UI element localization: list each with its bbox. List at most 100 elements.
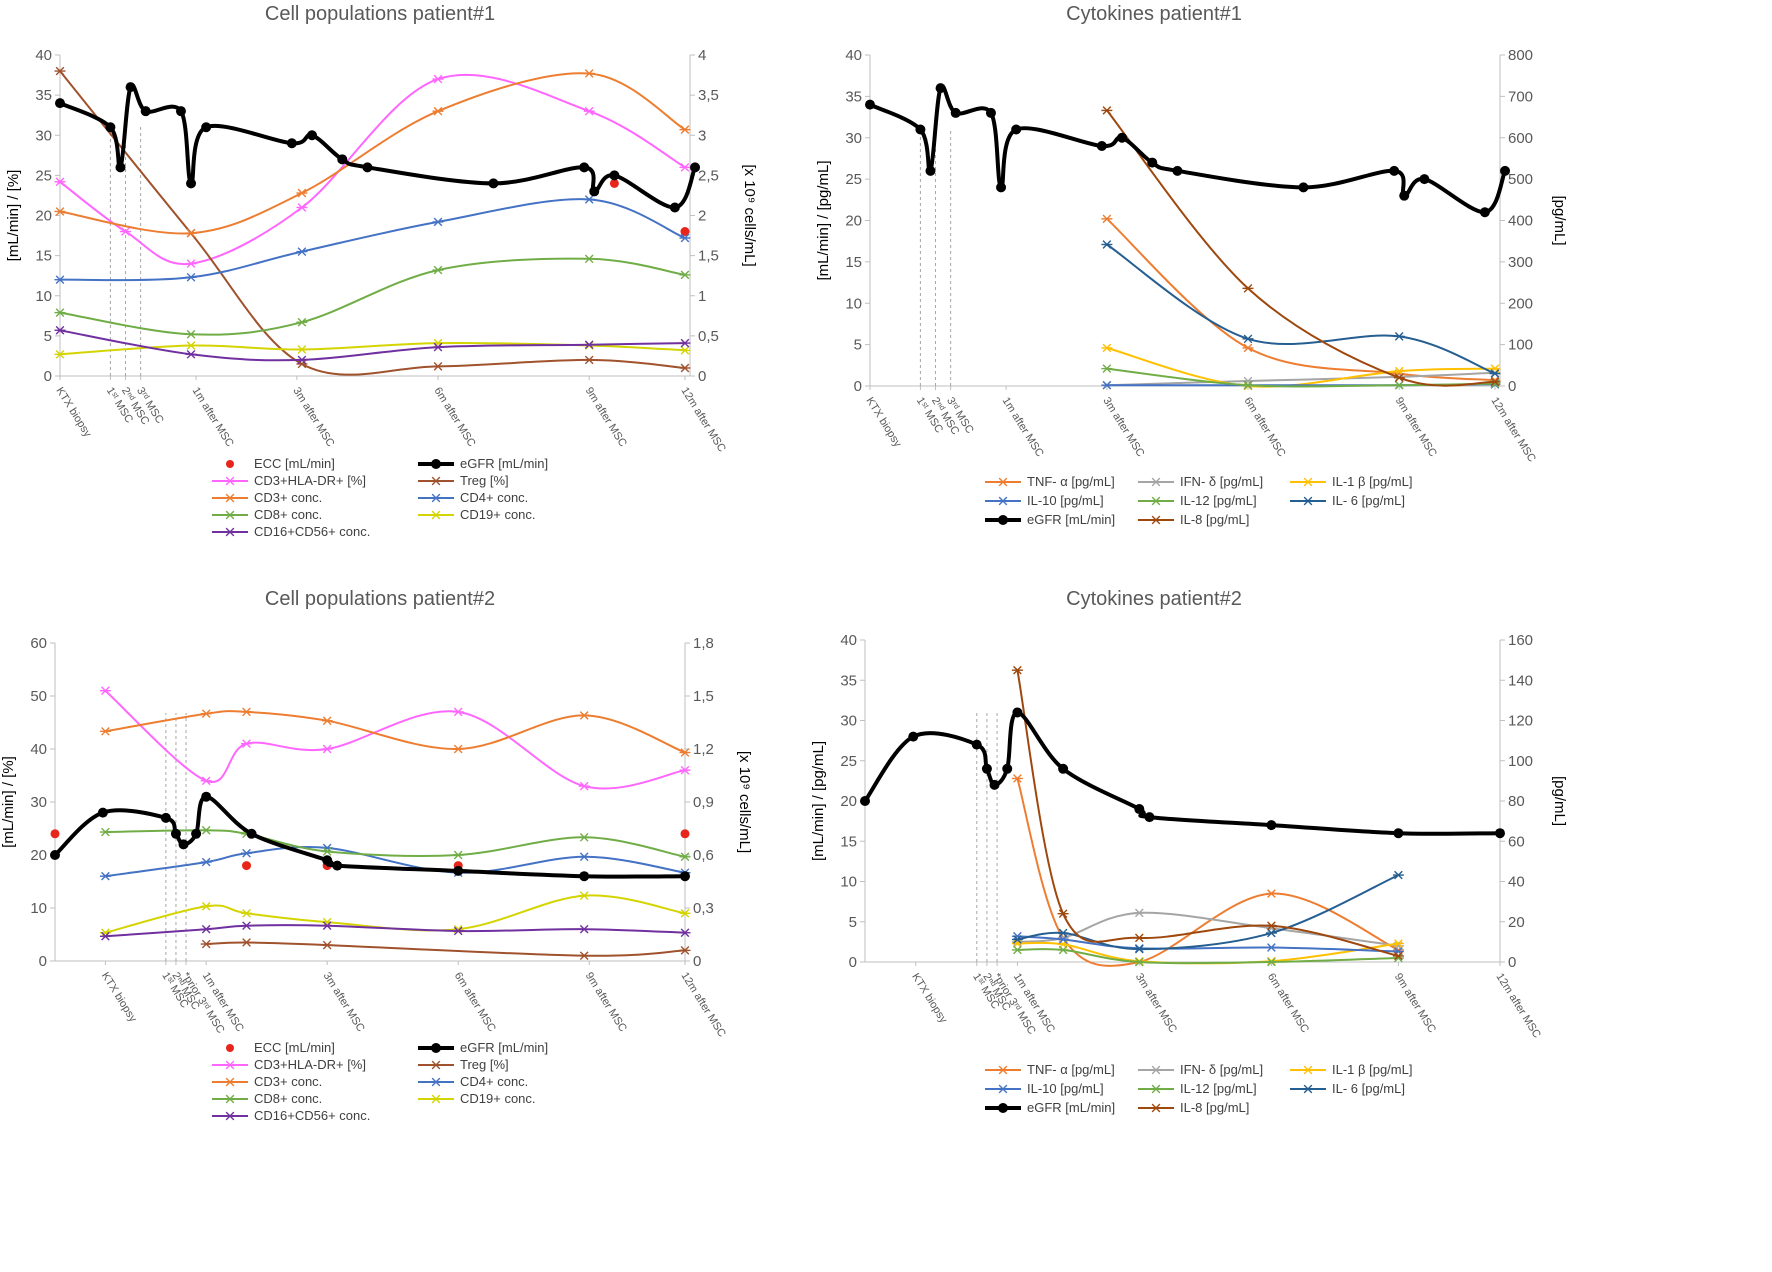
data-point [1011, 935, 1023, 944]
data-point [452, 707, 464, 717]
data-point [242, 861, 252, 871]
legend: TNF- α [pg/mL] IFN- δ [pg/mL] IL-1 β [pg/m… [985, 1062, 1412, 1115]
data-point [908, 731, 919, 742]
legend-item-cd19-conc: CD19+ conc. [418, 1091, 536, 1106]
data-point [1101, 343, 1113, 353]
y2-tick-label: 20 [1508, 914, 1525, 931]
y-tick-label: 30 [840, 713, 857, 730]
data-point [680, 829, 690, 839]
series-il-12-pg-ml [1011, 945, 1404, 967]
data-point [175, 106, 186, 117]
series-cd16-cd56-conc [54, 325, 691, 365]
y-tick-label: 0 [39, 953, 47, 970]
data-point [1242, 380, 1254, 390]
legend-swatch-marker [430, 1094, 442, 1104]
data-point [1133, 933, 1145, 943]
data-point [583, 355, 595, 365]
y-tick-label: 15 [845, 254, 862, 271]
legend-item-il-1-pg-ml: IL-1 β [pg/mL] [1290, 474, 1412, 489]
data-point [679, 233, 691, 243]
data-point [296, 247, 308, 256]
data-point [185, 329, 197, 339]
data-point [1266, 820, 1277, 831]
y2-tick-label: 0,9 [693, 794, 714, 811]
data-point [99, 827, 111, 837]
data-point [54, 308, 66, 317]
y2-tick-label: 60 [1508, 833, 1525, 850]
data-point [453, 865, 464, 876]
legend-swatch-marker [430, 1060, 442, 1070]
legend-swatch-marker [997, 477, 1009, 487]
y2-tick-label: 1,5 [693, 688, 714, 705]
data-point [307, 130, 317, 141]
data-point [321, 847, 333, 856]
series-il-8-pg-ml [1011, 665, 1404, 961]
x-tick-label: 6m after MSC [1265, 971, 1311, 1035]
y-tick-label: 40 [35, 47, 52, 64]
data-point [1265, 943, 1277, 952]
data-point [160, 812, 171, 823]
legend-swatch-marker [224, 1077, 236, 1087]
x-tick-label: 9m after MSC [583, 970, 629, 1034]
data-point [579, 871, 590, 882]
y-tick-label: 20 [840, 793, 857, 810]
data-point [589, 186, 600, 197]
data-point [1101, 364, 1113, 373]
data-point [996, 182, 1007, 193]
y2-tick-label: 0 [1508, 954, 1516, 971]
y-tick-label: 30 [35, 127, 52, 144]
data-point [452, 744, 464, 754]
data-point [337, 154, 348, 165]
data-point [241, 848, 253, 858]
data-point [679, 852, 691, 862]
data-point [125, 82, 136, 93]
data-point [1101, 240, 1113, 249]
data-point [679, 163, 691, 172]
data-point [1011, 774, 1023, 783]
data-point [1133, 957, 1145, 967]
legend-label: eGFR [mL/min] [460, 456, 548, 471]
y2-tick-label: 600 [1508, 130, 1533, 147]
data-point [1057, 935, 1069, 944]
legend-label: TNF- α [pg/mL] [1027, 1062, 1115, 1077]
data-point [578, 781, 590, 791]
data-point [609, 170, 620, 181]
data-point [321, 744, 333, 754]
data-point [1392, 951, 1404, 961]
data-point [1058, 763, 1069, 774]
data-point [105, 122, 116, 133]
data-point [241, 739, 253, 749]
legend: ECC [mL/min] eGFR [mL/min] CD3+HLA-DR+ [%]… [212, 1040, 548, 1123]
legend-item-treg: Treg [%] [418, 473, 509, 488]
y-tick-label: 25 [840, 753, 857, 770]
data-point [321, 716, 333, 726]
data-point [1393, 380, 1405, 390]
legend-label: CD8+ conc. [254, 1091, 322, 1106]
legend-item-il-12-pg-ml: IL-12 [pg/mL] [1138, 493, 1257, 508]
data-point [690, 162, 701, 173]
data-point [1242, 343, 1254, 353]
legend-swatch-marker [1150, 477, 1162, 487]
y-tick-label: 40 [840, 632, 857, 649]
data-point [1242, 284, 1254, 293]
data-point [186, 178, 197, 189]
legend-swatch [226, 460, 234, 468]
y-tick-label: 10 [30, 900, 47, 917]
legend-swatch-marker [224, 1060, 236, 1070]
data-point [578, 924, 590, 934]
data-point [578, 711, 590, 720]
data-point [679, 908, 691, 918]
data-point [1298, 182, 1309, 193]
legend-item-il-8-pg-ml: IL-8 [pg/mL] [1138, 1100, 1249, 1115]
data-point [170, 828, 181, 839]
legend-swatch-marker [1150, 1065, 1162, 1075]
series-line [1017, 874, 1399, 951]
data-point [679, 338, 691, 348]
legend-swatch-marker [224, 1094, 236, 1104]
y-tick-label: 10 [35, 288, 52, 305]
data-point [1392, 939, 1404, 948]
legend-label: TNF- α [pg/mL] [1027, 474, 1115, 489]
y-axis-title: [mL/min] / [pg/mL] [810, 741, 827, 861]
legend-item-egfr-ml-min: eGFR [mL/min] [985, 512, 1115, 527]
chart-2: Cytokines patient#1051015202530354001002… [815, 3, 1568, 527]
